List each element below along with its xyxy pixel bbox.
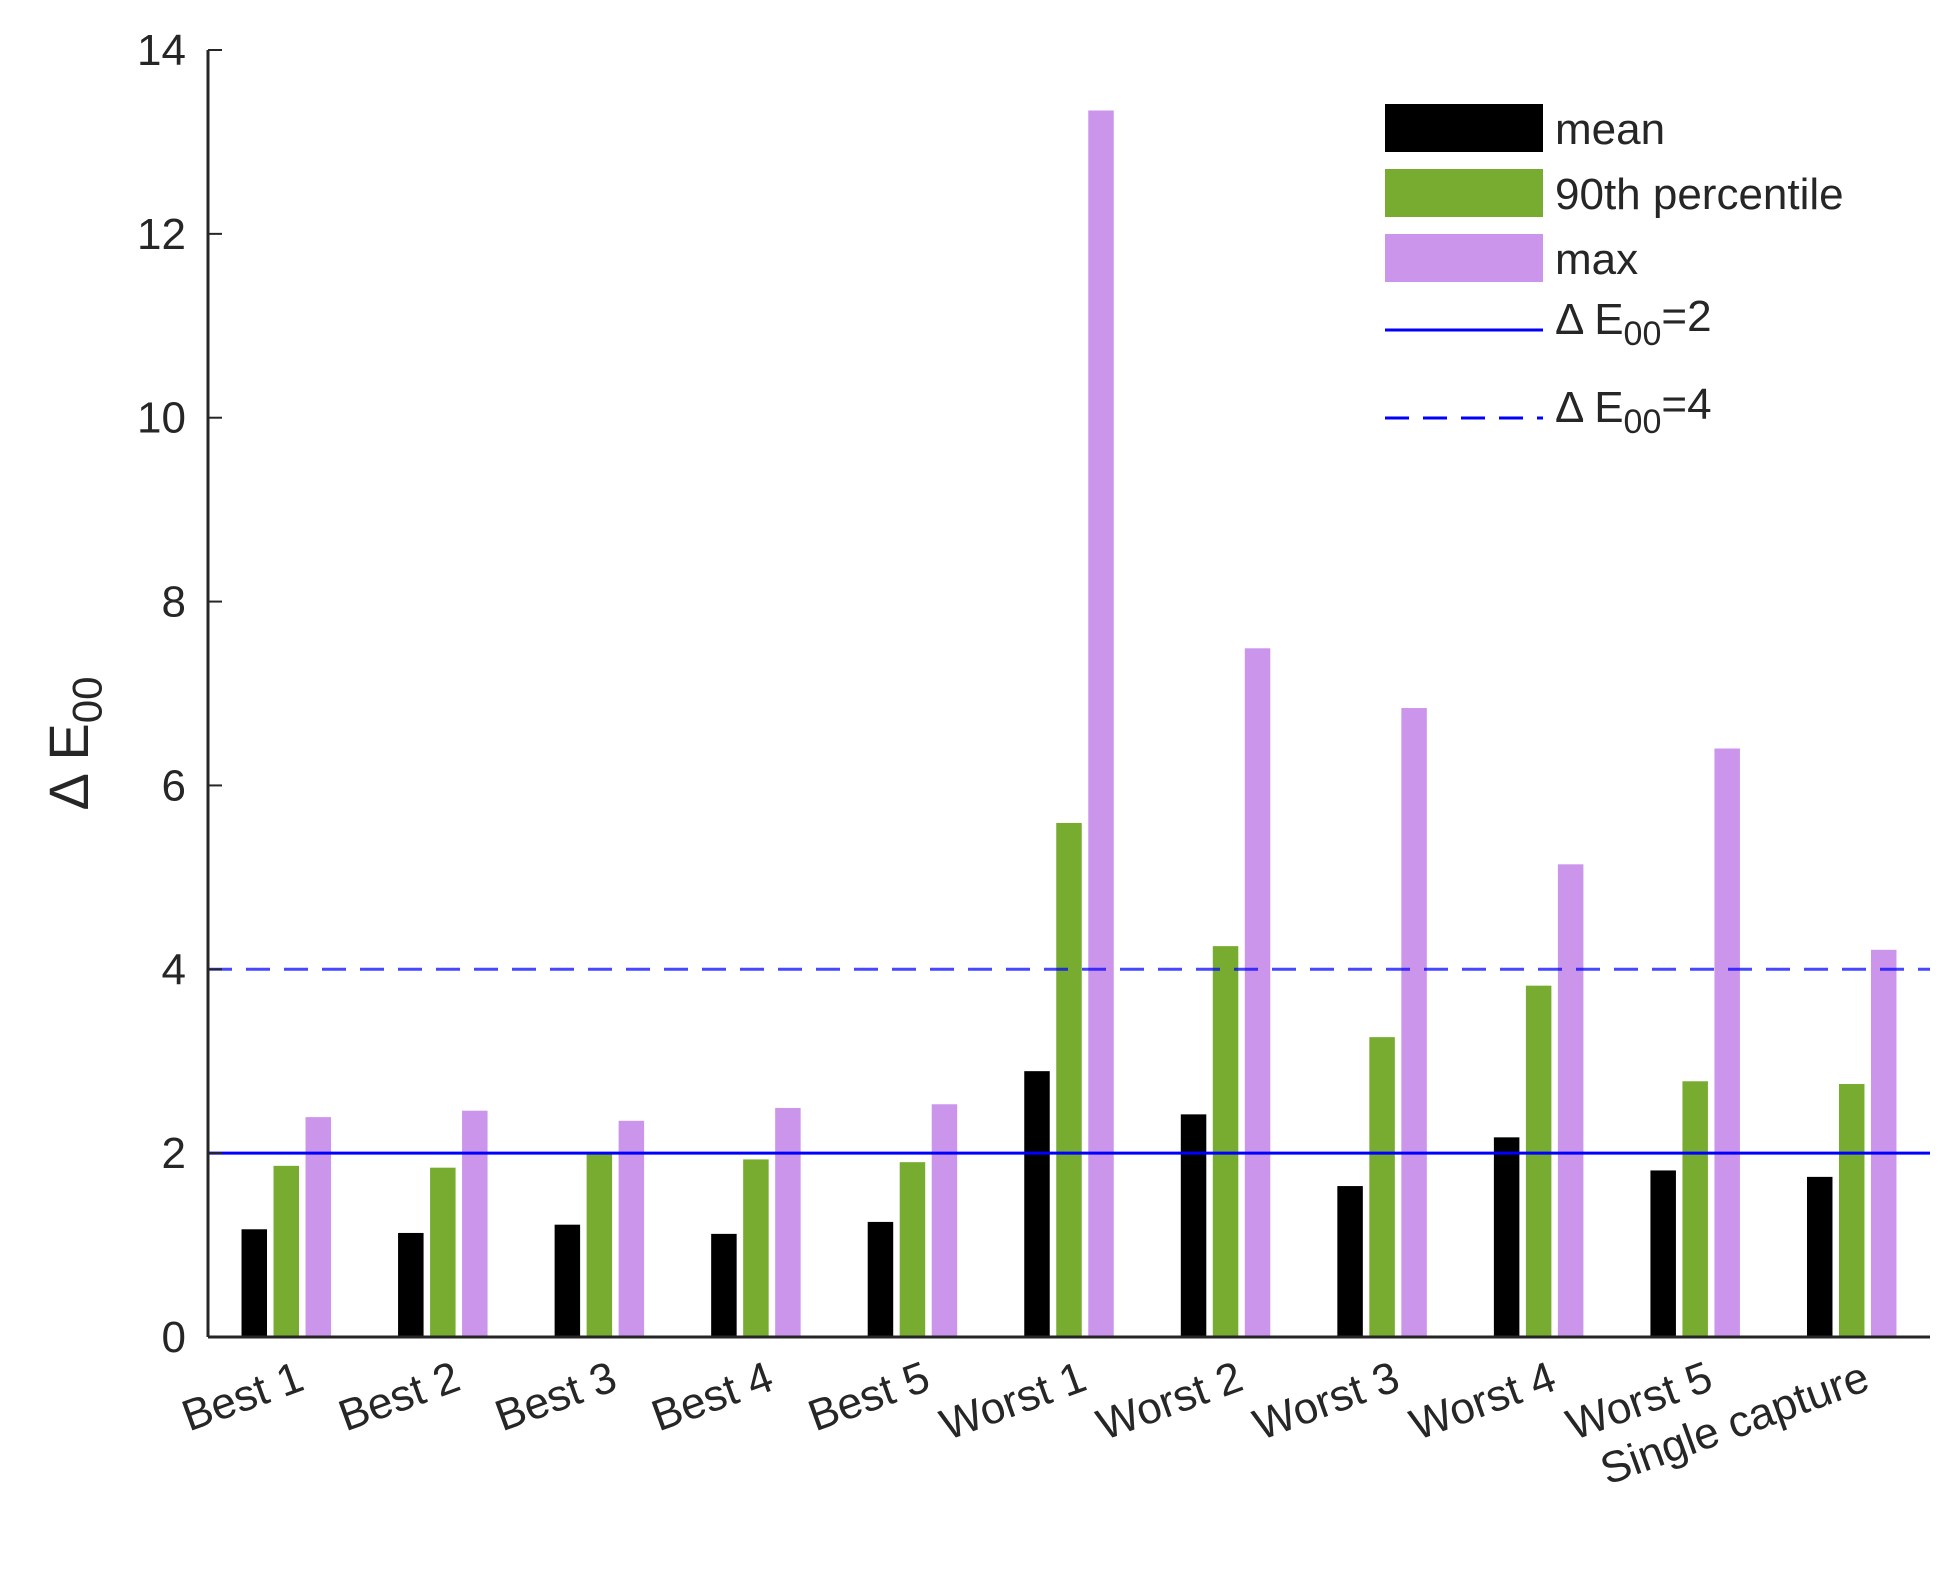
y-tick-label: 0	[162, 1313, 186, 1362]
x-tick-label: Best 2	[332, 1352, 466, 1441]
bar-90th-percentile-2	[428, 1166, 458, 1338]
x-tick-label: Worst 1	[934, 1352, 1092, 1450]
bar-max-11	[1869, 948, 1898, 1338]
legend-label: Δ E00=2	[1555, 292, 1712, 353]
bar-90th-percentile-4	[741, 1157, 771, 1338]
bar-max-3	[617, 1119, 646, 1338]
x-tick-label: Best 3	[489, 1352, 623, 1441]
x-tick-label: Worst 3	[1247, 1352, 1405, 1450]
bar-mean-1	[240, 1227, 269, 1338]
bar-max-1	[304, 1115, 333, 1338]
bar-max-7	[1243, 646, 1272, 1338]
bar-90th-percentile-6	[1054, 821, 1084, 1338]
x-tick-label: Best 4	[645, 1352, 779, 1441]
legend-swatch-max	[1385, 234, 1543, 282]
legend-label: max	[1555, 235, 1638, 284]
bar-mean-6	[1022, 1069, 1052, 1338]
y-tick-label: 10	[137, 394, 186, 443]
legend-label: 90th percentile	[1555, 170, 1844, 219]
y-tick-label: 14	[137, 26, 186, 75]
bar-mean-3	[553, 1223, 582, 1338]
x-tick-label: Worst 2	[1091, 1352, 1249, 1450]
legend-label: mean	[1555, 105, 1665, 154]
bar-mean-7	[1179, 1112, 1208, 1338]
bar-90th-percentile-5	[898, 1160, 927, 1338]
legend-label: Δ E00=4	[1555, 380, 1712, 441]
bar-90th-percentile-9	[1524, 984, 1553, 1338]
bar-max-4	[773, 1106, 803, 1338]
y-tick-label: 12	[137, 210, 186, 259]
bar-mean-8	[1335, 1184, 1365, 1338]
y-tick-label: 6	[162, 761, 186, 810]
bar-max-2	[460, 1109, 490, 1338]
bar-mean-5	[866, 1220, 895, 1338]
bar-90th-percentile-11	[1837, 1082, 1866, 1338]
x-tick-label: Best 1	[176, 1352, 310, 1441]
bar-mean-2	[396, 1231, 426, 1338]
x-tick-label: Best 5	[802, 1352, 936, 1441]
legend-swatch-90th-percentile	[1385, 169, 1543, 217]
y-tick-label: 8	[162, 578, 186, 627]
y-tick-label: 2	[162, 1129, 186, 1178]
bar-90th-percentile-3	[585, 1152, 614, 1338]
bar-mean-11	[1805, 1175, 1834, 1338]
bar-90th-percentile-10	[1680, 1079, 1710, 1338]
bar-mean-10	[1648, 1168, 1678, 1338]
bar-max-8	[1399, 706, 1429, 1338]
bar-max-5	[930, 1102, 959, 1338]
bar-mean-9	[1492, 1135, 1521, 1338]
bar-90th-percentile-8	[1367, 1035, 1397, 1338]
legend-swatch-mean	[1385, 104, 1543, 152]
y-axis-title: Δ E00	[37, 677, 110, 811]
bar-90th-percentile-7	[1211, 944, 1240, 1338]
y-tick-label: 4	[162, 945, 186, 994]
bar-max-10	[1712, 746, 1742, 1338]
bar-max-9	[1556, 862, 1585, 1338]
bar-90th-percentile-1	[272, 1164, 301, 1338]
bar-max-6	[1086, 109, 1116, 1338]
x-tick-label: Worst 4	[1404, 1352, 1562, 1450]
bar-mean-4	[709, 1232, 739, 1338]
